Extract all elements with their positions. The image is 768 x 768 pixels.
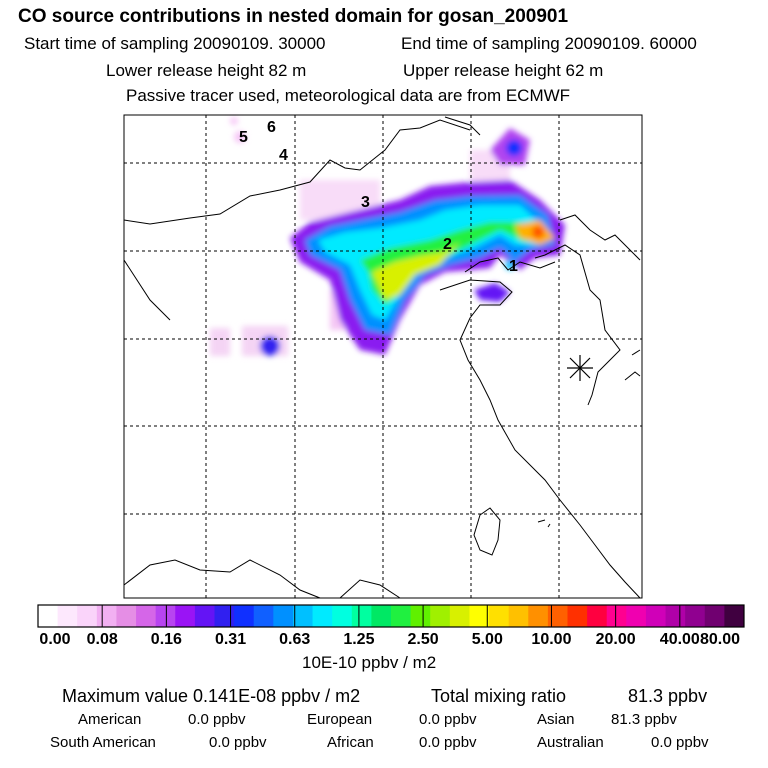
colorbar-cell (391, 605, 412, 627)
colorbar-cell (234, 605, 255, 627)
colorbar-cell (155, 605, 176, 627)
colorbar-tick-label: 10.00 (531, 631, 572, 648)
colorbar-cell (626, 605, 647, 627)
colorbar-cell (214, 605, 235, 627)
colorbar-cell (292, 605, 314, 627)
tracer-note: Passive tracer used, meteorological data… (126, 86, 571, 105)
region-name: African (327, 734, 374, 751)
colorbar-tick-label: 20.00 (595, 631, 636, 648)
colorbar-cell (136, 605, 157, 627)
region-value: 0.0 ppbv (419, 734, 477, 751)
region-name: European (307, 711, 373, 728)
colorbar-cell (351, 605, 372, 627)
colorbar-tick-label: 0.63 (279, 631, 311, 648)
colorbar-tick-label: 1.25 (343, 631, 375, 648)
colorbar-cell (175, 605, 196, 627)
region-value: 0.0 ppbv (188, 711, 246, 728)
region-name: American (78, 711, 142, 728)
region-value: 0.0 ppbv (419, 711, 477, 728)
trajectory-label-2: 2 (443, 236, 452, 253)
coastline (123, 116, 641, 599)
map-frame (123, 114, 643, 599)
colorbar-cell (645, 605, 667, 627)
total-mixing-label: Total mixing ratio (431, 686, 567, 706)
total-mixing-value: 81.3 ppbv (628, 686, 708, 706)
colorbar-tick-label: 5.00 (471, 631, 503, 648)
colorbar-cell (430, 605, 451, 627)
trajectory-label-1: 1 (509, 258, 518, 275)
colorbar-tick-label: 0.31 (214, 631, 247, 648)
colorbar-cell (312, 605, 333, 627)
lower-release-height: Lower release height 82 m (106, 61, 307, 80)
trajectory-label-6: 6 (267, 119, 276, 136)
upper-release-height: Upper release height 62 m (403, 61, 604, 80)
region-name: Australian (537, 734, 604, 751)
colorbar-unit: 10E-10 ppbv / m2 (302, 653, 437, 672)
region-value: 0.0 ppbv (209, 734, 267, 751)
colorbar-cell (116, 605, 137, 627)
colorbar-cell (57, 605, 78, 627)
map-title: CO source contributions in nested domain… (18, 6, 569, 27)
end-time-label: End time of sampling 20090109. 60000 (401, 34, 697, 53)
colorbar-cell (547, 605, 568, 627)
region-name: South American (50, 734, 156, 751)
lat-lon-grid (124, 115, 642, 598)
trajectory-label-4: 4 (279, 147, 288, 164)
colorbar-cell (194, 605, 215, 627)
trajectory-label-5: 5 (239, 129, 248, 146)
region-value: 81.3 ppbv (611, 711, 677, 728)
colorbar-tick-label: 0.00 (39, 631, 71, 648)
start-time-label: Start time of sampling 20090109. 30000 (24, 34, 326, 53)
region-name: Asian (537, 711, 575, 728)
colorbar-cell (489, 605, 510, 627)
asterisk-icon (567, 355, 593, 381)
colorbar-tick-label: 2.50 (407, 631, 439, 648)
colorbar-cell (685, 605, 706, 627)
colorbar-cell (606, 605, 627, 627)
colorbar-cell (587, 605, 608, 627)
colorbar-cell (332, 605, 353, 627)
concentration-plume (210, 117, 565, 356)
colorbar-cell (371, 605, 392, 627)
colorbar-cell (96, 605, 117, 627)
trajectory-label-3: 3 (361, 194, 370, 211)
colorbar-cell (508, 605, 529, 627)
colorbar-cell (528, 605, 549, 627)
colorbar-cell (77, 605, 98, 627)
colorbar-cell (273, 605, 294, 627)
colorbar-cell (469, 605, 490, 627)
colorbar-cell (449, 605, 470, 627)
colorbar-cell (253, 605, 274, 627)
colorbar-tick-label: 80.00 (699, 631, 741, 648)
colorbar-cell (724, 605, 745, 627)
colorbar-cell (704, 605, 725, 627)
colorbar-cell (665, 605, 686, 627)
colorbar-tick-label: 0.16 (150, 631, 182, 648)
region-value: 0.0 ppbv (651, 734, 709, 751)
colorbar-cell (38, 605, 59, 627)
colorbar-tick-label: 40.00 (659, 631, 700, 648)
maximum-value: Maximum value 0.141E-08 ppbv / m2 (62, 686, 361, 706)
colorbar-tick-label: 0.08 (86, 631, 118, 648)
colorbar-cell (567, 605, 588, 627)
colorbar-cell (410, 605, 431, 627)
